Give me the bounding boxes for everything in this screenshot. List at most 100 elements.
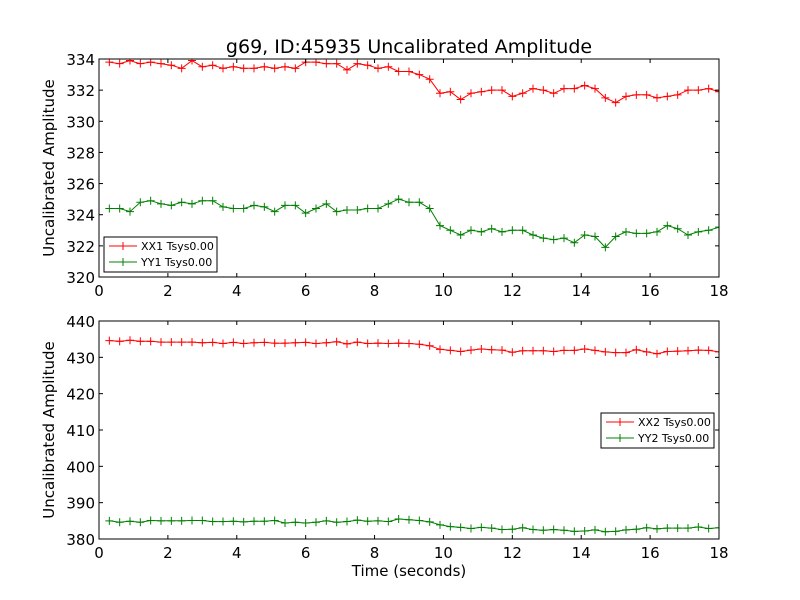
data-point: [229, 517, 238, 526]
data-point: [177, 198, 186, 207]
data-point: [353, 338, 362, 347]
data-point: [591, 84, 599, 93]
data-point: [467, 89, 475, 98]
data-point: [177, 64, 186, 73]
data-point: [167, 201, 176, 210]
data-point: [260, 338, 269, 347]
data-point: [694, 523, 703, 532]
data-point: [126, 207, 134, 216]
data-point: [384, 517, 393, 526]
data-point: [653, 524, 661, 533]
data-point: [291, 518, 300, 527]
data-point: [601, 243, 610, 252]
data-point: [281, 201, 289, 210]
data-point: [394, 339, 403, 348]
data-point: [332, 59, 341, 68]
x-tick-label: 18: [709, 282, 728, 300]
data-point: [322, 199, 331, 208]
y-tick-label: 420: [66, 386, 95, 404]
data-point: [425, 75, 434, 84]
data-point: [653, 227, 661, 236]
data-point: [250, 64, 258, 73]
y-tick-label: 322: [66, 238, 95, 256]
data-point: [291, 64, 300, 73]
data-point: [539, 526, 548, 535]
data-point: [425, 204, 434, 213]
data-point: [580, 527, 589, 536]
data-point: [219, 339, 227, 348]
plot-area: [105, 336, 719, 536]
data-point: [415, 516, 424, 525]
y-tick-label: 410: [66, 422, 95, 440]
data-point: [239, 339, 248, 348]
data-point: [560, 84, 568, 93]
data-point: [239, 204, 248, 213]
data-point: [208, 196, 217, 205]
x-tick-label: 2: [163, 544, 173, 562]
data-point: [270, 339, 279, 348]
data-point: [394, 67, 403, 76]
data-point: [136, 518, 145, 527]
data-point: [487, 524, 496, 533]
data-point: [301, 519, 310, 528]
data-point: [115, 337, 124, 346]
data-point: [115, 518, 124, 527]
data-point: [539, 86, 548, 95]
data-point: [115, 204, 124, 213]
data-point: [570, 84, 579, 93]
data-point: [425, 517, 434, 526]
data-point: [219, 64, 227, 73]
data-point: [281, 519, 289, 528]
data-point: [715, 523, 719, 532]
data-point: [456, 523, 465, 532]
data-point: [704, 84, 713, 93]
data-point: [642, 523, 651, 532]
data-point: [250, 201, 258, 210]
data-point: [715, 347, 719, 356]
data-point: [384, 199, 393, 208]
data-point: [694, 346, 703, 355]
data-point: [198, 62, 207, 71]
x-tick-label: 14: [572, 282, 591, 300]
data-point: [498, 86, 506, 95]
data-point: [425, 341, 434, 350]
legend-marker: [616, 418, 624, 426]
data-point: [642, 229, 651, 238]
data-point: [146, 196, 155, 205]
legend-label: YY2 Tsys0.00: [637, 432, 709, 445]
data-point: [146, 516, 155, 525]
data-point: [384, 62, 393, 71]
data-point: [560, 234, 568, 243]
data-point: [518, 346, 527, 355]
data-point: [332, 207, 341, 216]
data-point: [384, 339, 393, 348]
data-point: [198, 516, 207, 525]
data-point: [622, 348, 630, 357]
data-point: [684, 86, 692, 95]
data-point: [157, 516, 165, 525]
data-point: [580, 344, 589, 353]
data-point: [498, 227, 506, 236]
data-point: [467, 226, 475, 235]
data-point: [157, 199, 165, 208]
data-point: [622, 92, 630, 101]
data-point: [498, 525, 506, 534]
data-point: [591, 525, 599, 534]
data-point: [322, 338, 331, 347]
x-tick-label: 0: [94, 282, 104, 300]
data-point: [415, 70, 424, 79]
data-point: [291, 338, 300, 347]
data-point: [188, 516, 196, 525]
y-tick-label: 326: [66, 176, 95, 194]
data-point: [126, 59, 134, 65]
data-point: [312, 518, 320, 527]
data-point: [436, 520, 444, 529]
data-point: [498, 346, 506, 355]
data-point: [167, 338, 176, 347]
data-point: [518, 523, 527, 532]
data-point: [436, 345, 444, 354]
data-point: [529, 230, 537, 239]
legend-marker: [119, 242, 127, 250]
data-point: [549, 525, 558, 534]
